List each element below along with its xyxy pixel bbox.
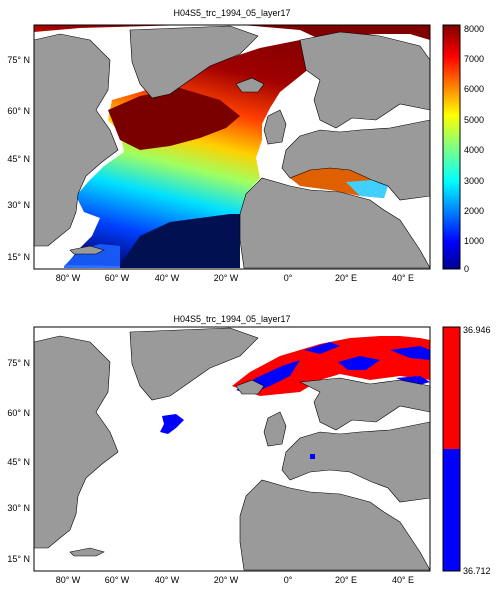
- scandinavia-land-bottom: [298, 377, 430, 431]
- africa-land: [239, 177, 430, 269]
- colorbar-top-tick-0: 0: [464, 264, 469, 274]
- lon-label-80w-b: 80° W: [56, 575, 81, 585]
- colorbar-top-tick-5000: 5000: [464, 115, 484, 125]
- lat-label-75: 75° N: [7, 55, 30, 65]
- lon-label-40w: 40° W: [155, 273, 180, 283]
- colorbar-top-tick-1000: 1000: [464, 236, 484, 246]
- tracer-field: [34, 25, 430, 268]
- tracer-field-subpolar: [108, 88, 240, 150]
- tracer-cell-blue-west: [160, 414, 184, 434]
- colorbar-top: [442, 24, 461, 270]
- map-frame-bottom: [33, 326, 431, 572]
- lat-label-75-b: 75° N: [7, 358, 30, 368]
- europe-land: [281, 119, 430, 201]
- lon-label-20e: 20° E: [335, 273, 357, 283]
- tracer-field-tropics-edge: [64, 244, 120, 268]
- tracer-cell-mediterranean: [310, 454, 315, 459]
- colorbar-bottom-tick-min: 36.712: [463, 566, 491, 576]
- british-isles-land: [263, 109, 287, 145]
- lon-label-60w: 60° W: [105, 273, 130, 283]
- lat-label-15: 15° N: [7, 252, 30, 262]
- lat-label-60-b: 60° N: [7, 408, 30, 418]
- lon-label-20w: 20° W: [214, 273, 239, 283]
- africa-land-bottom: [239, 479, 430, 571]
- greenland-land: [129, 25, 259, 99]
- colorbar-top-tick-8000: 8000: [464, 24, 484, 34]
- lon-label-0: 0°: [284, 273, 293, 283]
- lon-label-40e-b: 40° E: [392, 575, 414, 585]
- lon-label-20e-b: 20° E: [335, 575, 357, 585]
- cuba-land: [69, 245, 105, 255]
- lon-label-0-b: 0°: [284, 575, 293, 585]
- lat-label-45: 45° N: [7, 154, 30, 164]
- colorbar-top-tick-4000: 4000: [464, 145, 484, 155]
- british-isles-land-bottom: [263, 411, 287, 447]
- europe-land-bottom: [281, 421, 430, 503]
- iceland-land: [235, 77, 265, 93]
- iceland-land-bottom: [235, 379, 265, 395]
- cuba-land-bottom: [69, 547, 105, 557]
- lon-label-80w: 80° W: [56, 273, 81, 283]
- colorbar-top-tick-7000: 7000: [464, 54, 484, 64]
- lat-label-30: 30° N: [7, 200, 30, 210]
- lon-label-40e: 40° E: [392, 273, 414, 283]
- scandinavia-land: [299, 31, 430, 129]
- colorbar-top-tick-2000: 2000: [464, 206, 484, 216]
- lat-label-60: 60° N: [7, 106, 30, 116]
- map-panel-bottom: 75° N 60° N 45° N 30° N 15° N 80° W 60° …: [7, 325, 491, 585]
- colorbar-bottom-frame: [442, 326, 461, 572]
- lat-label-45-b: 45° N: [7, 457, 30, 467]
- map-panel-top: 75° N 60° N 45° N 30° N 15° N 80° W 60° …: [7, 24, 484, 283]
- north-america-land-bottom: [34, 335, 119, 549]
- tracer-cells-red: [232, 336, 430, 396]
- north-america-land: [34, 33, 119, 247]
- colorbar-bottom-low: [443, 449, 460, 571]
- lon-label-40w-b: 40° W: [155, 575, 180, 585]
- map-frame-top: [33, 24, 431, 270]
- colorbar-top-tick-6000: 6000: [464, 84, 484, 94]
- colorbar-bottom-tick-max: 36.946: [463, 325, 491, 335]
- lon-label-60w-b: 60° W: [105, 575, 130, 585]
- colorbar-bottom-high: [443, 327, 460, 449]
- greenland-land-bottom: [129, 327, 259, 401]
- tracer-field-tropics: [120, 214, 240, 268]
- tracer-field-med-east: [346, 180, 388, 198]
- lon-label-20w-b: 20° W: [214, 575, 239, 585]
- lat-label-15-b: 15° N: [7, 554, 30, 564]
- map-title-bottom: H04S5_trc_1994_05_layer17: [173, 314, 291, 324]
- colorbar-top-tick-3000: 3000: [464, 176, 484, 186]
- lat-label-30-b: 30° N: [7, 503, 30, 513]
- map-title-top: H04S5_trc_1994_05_layer17: [173, 8, 291, 18]
